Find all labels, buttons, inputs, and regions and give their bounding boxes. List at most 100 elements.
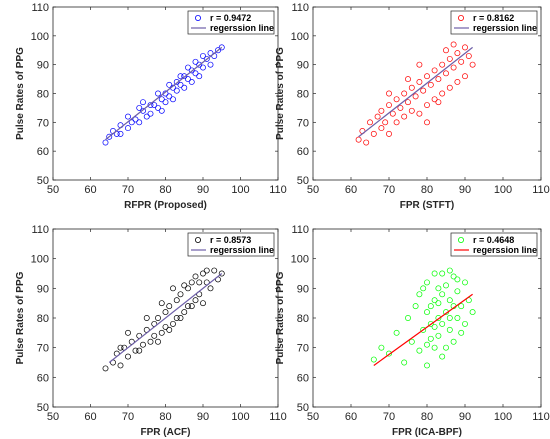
data-point — [196, 73, 203, 80]
data-point — [173, 297, 180, 304]
data-point — [132, 116, 139, 123]
data-point — [458, 329, 465, 336]
data-point — [211, 267, 218, 274]
data-point — [143, 315, 150, 321]
legend-marker — [194, 14, 201, 21]
data-point — [218, 270, 225, 277]
data-point — [136, 347, 143, 354]
data-point — [185, 64, 191, 71]
data-point — [462, 44, 468, 51]
data-point — [446, 55, 453, 62]
data-point — [200, 270, 206, 277]
x-tick-label: 90 — [197, 184, 209, 196]
legend-label-r: r = 0.8162 — [473, 13, 514, 23]
x-tick-label: 90 — [459, 411, 471, 423]
data-point — [439, 61, 446, 68]
y-tick-label: 50 — [297, 175, 309, 187]
y-tick-label: 50 — [37, 175, 49, 187]
data-point — [155, 90, 161, 97]
y-tick-label: 60 — [37, 372, 49, 384]
data-point — [162, 99, 169, 106]
data-point — [386, 102, 392, 108]
data-point — [215, 47, 221, 54]
data-point — [140, 99, 146, 106]
x-tick-label: 60 — [345, 411, 357, 423]
data-point — [200, 300, 206, 307]
data-point — [185, 303, 191, 310]
plot-area — [312, 6, 542, 181]
y-tick-label: 70 — [37, 117, 49, 129]
data-point — [181, 84, 188, 91]
data-point — [427, 320, 434, 327]
y-axis-label: Pulse Rates of PPG — [275, 271, 286, 364]
y-tick-label: 100 — [291, 31, 309, 43]
data-point — [439, 270, 446, 277]
y-axis-label: Pulse Rates of PPG — [275, 47, 286, 140]
x-tick-label: 80 — [421, 184, 433, 196]
regression-line — [373, 293, 473, 366]
data-point — [170, 320, 176, 327]
y-tick-label: 90 — [297, 60, 309, 72]
data-point — [439, 353, 446, 360]
chart-panel-3: 50 60 70 80 90 100 110 50 60 70 80 90 100 110 FPR (ACF… — [15, 224, 287, 438]
legend-label-regression: regerssion line — [473, 23, 537, 33]
data-point — [393, 329, 400, 336]
plot-area — [52, 6, 279, 181]
regression-line — [358, 46, 473, 138]
data-point — [386, 350, 392, 357]
data-point — [435, 315, 442, 321]
data-point — [147, 102, 154, 108]
data-point — [177, 291, 184, 298]
data-point — [125, 353, 131, 360]
legend-marker — [194, 236, 201, 243]
data-point — [147, 110, 154, 117]
data-point — [412, 303, 419, 310]
data-point — [140, 107, 146, 114]
data-point — [173, 79, 180, 85]
x-axis-label: RFPR (Proposed) — [124, 200, 207, 211]
data-point — [155, 338, 161, 345]
data-point — [389, 110, 396, 117]
x-tick-label: 60 — [345, 184, 357, 196]
legend-label-regression: regerssion line — [210, 245, 274, 255]
data-point — [102, 365, 109, 372]
data-point — [136, 104, 143, 111]
data-point — [192, 70, 199, 77]
data-point — [158, 107, 165, 114]
x-tick-label: 100 — [494, 184, 512, 196]
y-axis-label: Pulse Rates of PPG — [15, 271, 26, 364]
data-point — [454, 315, 461, 321]
data-point — [462, 320, 468, 327]
data-point — [188, 79, 195, 85]
y-tick-label: 60 — [297, 372, 309, 384]
x-tick-label: 90 — [459, 184, 471, 196]
data-point — [469, 309, 476, 316]
data-point — [446, 326, 453, 333]
data-point — [439, 320, 446, 327]
data-point — [207, 61, 214, 68]
data-point — [416, 347, 423, 354]
y-tick-label: 70 — [297, 117, 309, 129]
data-point — [408, 107, 415, 114]
data-point — [158, 300, 165, 307]
x-tick-label: 110 — [532, 184, 550, 196]
y-tick-label: 50 — [297, 402, 309, 414]
data-point — [185, 76, 191, 83]
data-point — [143, 113, 150, 120]
data-point — [125, 125, 131, 132]
data-point — [435, 300, 442, 307]
data-point — [416, 61, 423, 68]
data-point — [427, 81, 434, 88]
y-tick-label: 110 — [31, 2, 49, 14]
data-point — [181, 282, 188, 289]
data-point — [435, 99, 442, 106]
y-tick-label: 50 — [37, 402, 49, 414]
data-point — [185, 285, 191, 292]
data-point — [125, 329, 131, 336]
data-point — [431, 344, 438, 351]
data-point — [173, 87, 180, 94]
data-point — [117, 362, 124, 369]
legend-marker — [457, 236, 464, 243]
x-tick-label: 50 — [47, 411, 59, 423]
data-point — [454, 79, 461, 85]
